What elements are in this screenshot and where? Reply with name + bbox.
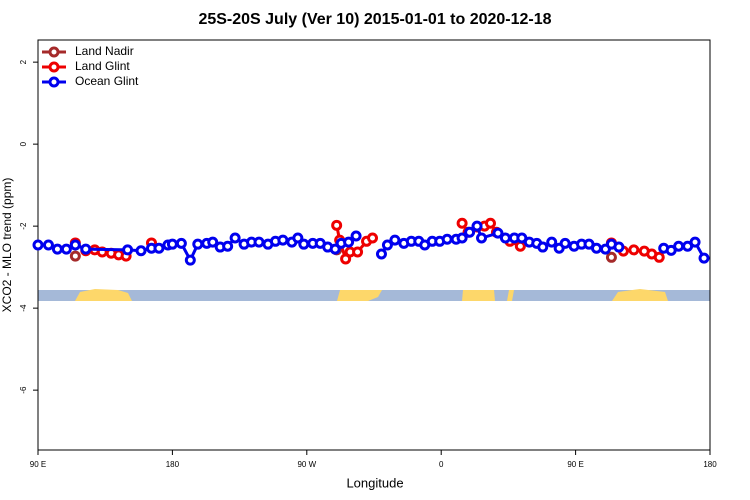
data-point bbox=[207, 236, 219, 248]
x-tick-label: 0 bbox=[439, 460, 444, 469]
data-point bbox=[605, 251, 617, 263]
legend-label: Land Nadir bbox=[75, 44, 134, 58]
land-mask bbox=[38, 289, 710, 301]
data-point bbox=[471, 220, 483, 232]
data-point bbox=[331, 219, 343, 231]
data-point bbox=[698, 252, 710, 264]
land-blob bbox=[612, 289, 668, 301]
data-point bbox=[352, 246, 364, 258]
data-point bbox=[229, 232, 241, 244]
legend-marker bbox=[48, 61, 60, 73]
data-point bbox=[343, 236, 355, 248]
data-point bbox=[514, 240, 526, 252]
data-point bbox=[277, 234, 289, 246]
data-point bbox=[175, 237, 187, 249]
land-blob bbox=[462, 290, 495, 301]
data-point bbox=[51, 243, 63, 255]
y-tick-label: -4 bbox=[19, 304, 28, 312]
data-point bbox=[537, 241, 549, 253]
land-blob bbox=[507, 290, 514, 301]
land-blob bbox=[75, 289, 132, 301]
legend-label: Land Glint bbox=[75, 59, 130, 73]
data-point bbox=[389, 234, 401, 246]
data-point bbox=[456, 217, 468, 229]
data-point bbox=[546, 236, 558, 248]
data-point bbox=[153, 242, 165, 254]
data-point bbox=[464, 226, 476, 238]
data-point bbox=[375, 248, 387, 260]
data-point bbox=[80, 243, 92, 255]
data-point bbox=[559, 237, 571, 249]
data-point bbox=[628, 244, 640, 256]
x-tick-label: 180 bbox=[703, 460, 717, 469]
data-point bbox=[42, 239, 54, 251]
data-point bbox=[253, 236, 265, 248]
land-blob bbox=[337, 290, 382, 301]
data-point bbox=[476, 232, 488, 244]
y-axis-label: XCO2 - MLO trend (ppm) bbox=[0, 178, 14, 313]
x-axis-label: Longitude bbox=[346, 475, 403, 490]
y-tick-label: 0 bbox=[19, 141, 28, 146]
x-tick-label: 90 W bbox=[297, 460, 316, 469]
data-point bbox=[292, 232, 304, 244]
x-tick-label: 180 bbox=[166, 460, 180, 469]
data-point bbox=[689, 236, 701, 248]
legend-marker bbox=[48, 46, 60, 58]
chart-title: 25S-20S July (Ver 10) 2015-01-01 to 2020… bbox=[198, 11, 551, 28]
data-point bbox=[484, 217, 496, 229]
data-point bbox=[381, 239, 393, 251]
data-point bbox=[122, 244, 134, 256]
data-point bbox=[653, 251, 665, 263]
data-point bbox=[499, 232, 511, 244]
data-point bbox=[298, 238, 310, 250]
data-point bbox=[184, 254, 196, 266]
x-tick-label: 90 E bbox=[567, 460, 583, 469]
data-point bbox=[60, 243, 72, 255]
data-point bbox=[456, 232, 468, 244]
data-point bbox=[613, 241, 625, 253]
data-point bbox=[673, 240, 685, 252]
legend-marker bbox=[48, 76, 60, 88]
data-point bbox=[492, 227, 504, 239]
data-point bbox=[441, 233, 453, 245]
y-tick-label: -6 bbox=[19, 386, 28, 394]
data-point bbox=[166, 238, 178, 250]
data-point bbox=[32, 239, 44, 251]
data-point bbox=[135, 245, 147, 257]
data-point bbox=[591, 242, 603, 254]
data-point bbox=[192, 238, 204, 250]
y-tick-label: 2 bbox=[19, 59, 28, 64]
y-tick-label: -2 bbox=[19, 222, 28, 230]
data-point bbox=[69, 250, 81, 262]
x-tick-label: 90 E bbox=[30, 460, 46, 469]
data-point bbox=[350, 230, 362, 242]
legend-label: Ocean Glint bbox=[75, 74, 139, 88]
data-point bbox=[367, 232, 379, 244]
data-point bbox=[222, 240, 234, 252]
data-point bbox=[69, 239, 81, 251]
